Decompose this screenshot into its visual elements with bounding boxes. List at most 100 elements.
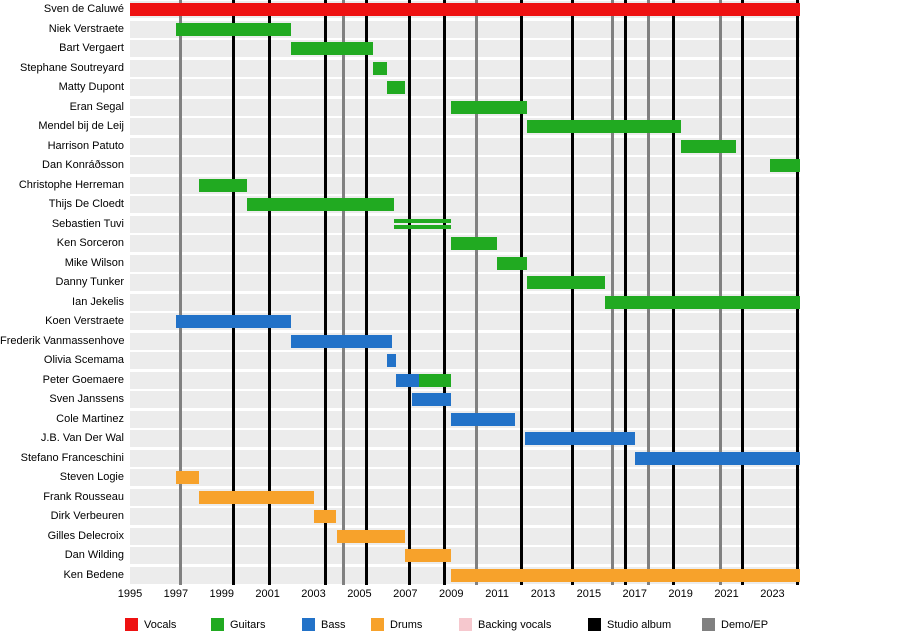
row-band [130,274,800,291]
row-band [130,508,800,525]
row-band [130,332,800,350]
timeline-bar-bass [524,432,635,445]
member-label: Stefano Franceschini [20,451,124,464]
member-label: Bart Vergaert [59,42,124,54]
timeline-bar-drums [451,568,800,582]
release-line-demo [474,0,478,585]
row-band [130,79,800,96]
axis-year-label: 2005 [347,588,372,600]
legend-label: Guitars [230,618,266,631]
timeline-bar-bass [386,354,397,367]
member-label: Christophe Herreman [18,178,124,191]
legend-swatch-bass [302,618,315,631]
row-band [130,469,800,486]
timeline-bar-guitars [451,237,498,250]
axis-year-label: 1997 [163,588,189,600]
row-band [130,215,800,233]
member-label: Stephane Soutreyard [20,61,124,74]
legend-swatch-album [588,618,601,631]
member-label: Sven de Caluwé [43,3,124,15]
release-line-album [571,0,575,585]
member-label: Mike Wilson [64,256,124,269]
axis-year-label: 2021 [714,588,739,600]
row-band [130,254,800,272]
member-label: Dirk Verbeuren [50,510,124,522]
row-band [130,391,800,408]
legend-item-demo: Demo/EP [702,618,768,631]
axis-year-label: 1995 [117,588,143,600]
timeline-bar-bass [634,451,800,465]
timeline-bar-guitars [604,295,800,309]
axis-year-label: 2019 [668,588,693,600]
legend-item-guitars: Guitars [211,618,265,631]
timeline-bar-guitars [386,81,406,94]
timeline-bar-guitars [451,100,527,114]
timeline-bar-guitars [393,218,452,223]
row-band [130,176,800,194]
timeline-bar-drums [175,471,199,484]
row-band [130,313,800,330]
axis-year-label: 2013 [530,588,556,600]
member-label: Frederik Vanmassenhove [0,334,125,347]
row-band [130,118,800,135]
timeline-bar-drums [336,529,406,543]
timeline-bar-drums [405,549,452,562]
release-line-album [442,0,446,585]
timeline-bar-guitars [526,120,681,133]
axis-year-label: 2017 [622,588,648,600]
member-label: Danny Tunker [55,276,124,288]
member-label: Olivia Scemama [43,354,124,366]
axis-year-label: 1999 [209,588,234,600]
member-label: Gilles Delecroix [47,529,124,542]
axis-year-label: 2015 [576,588,602,600]
release-line-demo [647,0,651,585]
row-band [130,527,800,545]
member-label: Thijs De Cloedt [48,198,124,210]
member-label: Cole Martinez [56,412,124,425]
member-label: Ken Bedene [63,568,124,581]
legend-swatch-demo [702,618,715,631]
timeline-bar-bass [175,315,291,328]
legend-swatch-backing [459,618,472,631]
release-line-demo [341,0,345,585]
release-line-demo [178,0,182,585]
row-band [130,137,800,155]
timeline-bar-bass [396,373,420,387]
member-label: Harrison Patuto [47,139,124,152]
timeline-bar-guitars [497,256,527,270]
row-band [130,59,800,77]
row-band [130,352,800,369]
release-line-album [741,0,745,585]
legend-label: Studio album [607,618,672,631]
release-line-album [796,0,800,585]
row-band [130,157,800,174]
timeline-bar-guitars [373,61,387,75]
timeline-bar-guitars [393,224,452,229]
release-line-album [624,0,628,585]
row-band [130,20,800,38]
legend-item-album: Studio album [588,618,671,631]
release-line-album [323,0,327,585]
axis-year-label: 2023 [760,588,785,600]
release-line-demo [611,0,615,585]
legend-swatch-guitars [211,618,224,631]
member-label: Peter Goemaere [42,373,124,386]
timeline-bar-guitars [770,159,800,172]
member-label: Steven Logie [59,471,124,483]
timeline-bar-guitars [290,42,374,55]
release-line-demo [719,0,723,585]
member-label: Frank Rousseau [43,490,124,503]
legend-label: Backing vocals [478,618,552,631]
legend-item-drums: Drums [371,618,422,631]
legend-swatch-drums [371,618,384,631]
timeline-bar-guitars [526,276,605,289]
release-line-album [408,0,412,585]
member-label: J.B. Van Der Wal [40,432,124,444]
axis-year-label: 2009 [438,588,464,600]
release-line-album [519,0,523,585]
member-label: Dan Konráðsson [42,159,124,171]
axis-year-label: 2007 [393,588,418,600]
timeline-bar-guitars [175,22,291,36]
legend-item-bass: Bass [302,618,345,631]
